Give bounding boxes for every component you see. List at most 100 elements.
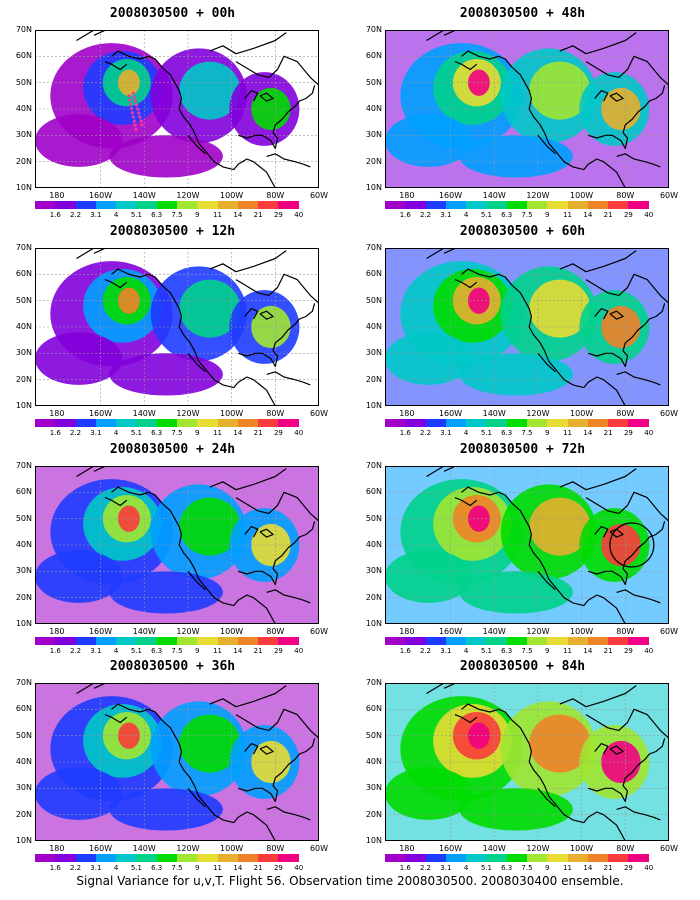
colorbar-label: 1.6	[399, 429, 411, 437]
variance-map	[385, 466, 669, 624]
coastline	[588, 521, 666, 586]
colorbar-swatch	[55, 637, 76, 645]
colorbar-label: 1.6	[49, 864, 61, 872]
colorbar-swatch	[547, 637, 568, 645]
colorbar-label: 4	[463, 211, 469, 219]
longitude-label: 120W	[176, 409, 200, 418]
longitude-label: 160W	[438, 409, 463, 418]
colorbar-swatch	[55, 854, 76, 862]
latitude-label: 30N	[15, 348, 32, 358]
variance-map	[35, 248, 319, 406]
variance-map	[385, 30, 669, 188]
panel-title: 2008030500 + 60h	[459, 224, 586, 239]
latitude-label: 60N	[15, 269, 32, 279]
coastline	[426, 683, 445, 695]
colorbar-swatch	[506, 419, 527, 427]
latitude-label: 50N	[365, 513, 382, 523]
map-panel: 2008030500 + 72h 70N 60N 50N 40N 30N 20N 10N 180…	[350, 436, 695, 655]
colorbar-label: 7.5	[171, 211, 183, 219]
colorbar-swatch	[466, 854, 487, 862]
longitude-label: 80W	[616, 191, 635, 200]
latitude-label: 10N	[15, 183, 32, 192]
observation-point	[137, 111, 141, 115]
longitude-label: 80W	[266, 627, 285, 636]
colorbar-swatch	[526, 637, 548, 645]
longitude-label: 180	[49, 191, 65, 200]
colorbar-label: 1.6	[399, 211, 411, 219]
coastline	[209, 685, 287, 708]
colorbar-label: 6.3	[151, 864, 163, 872]
variance-contour	[109, 788, 223, 831]
coastline	[588, 85, 666, 150]
colorbar-label: 21	[253, 864, 263, 872]
colorbar-label: 14	[233, 211, 243, 219]
latitude-label: 60N	[15, 487, 32, 497]
latitude-label: 30N	[365, 783, 382, 793]
latitude-label: 20N	[365, 374, 382, 384]
coastline	[104, 497, 128, 507]
colorbar	[35, 201, 319, 209]
colorbar-swatch	[298, 854, 319, 862]
latitude-label: 70N	[15, 461, 32, 470]
variance-contour	[35, 767, 123, 820]
coastline	[426, 466, 445, 478]
variance-contour	[35, 550, 123, 603]
latitude-label: 20N	[365, 156, 382, 166]
colorbar-swatch	[298, 637, 319, 645]
colorbar-label: 5.1	[480, 864, 492, 872]
colorbar-swatch	[567, 637, 588, 645]
coastline	[187, 134, 206, 155]
colorbar-label: 21	[603, 429, 613, 437]
coastline	[259, 310, 274, 320]
latitude-label: 30N	[15, 130, 32, 140]
map-canvas	[35, 466, 319, 624]
colorbar-swatch	[526, 854, 548, 862]
colorbar-swatch	[258, 201, 279, 209]
colorbar-swatch	[486, 637, 507, 645]
colorbar-swatch	[547, 854, 568, 862]
colorbar-swatch	[526, 419, 548, 427]
longitude-label: 140W	[482, 627, 506, 636]
colorbar-swatch	[217, 419, 238, 427]
longitude-label: 160W	[88, 627, 113, 636]
latitude-label: 60N	[15, 704, 32, 714]
colorbar-label: 14	[233, 864, 243, 872]
coastline	[238, 303, 316, 368]
colorbar-label: 14	[233, 647, 243, 655]
colorbar-label: 3.1	[90, 211, 102, 219]
longitude-label: 100W	[570, 844, 594, 853]
colorbar-swatch	[567, 854, 588, 862]
colorbar-swatch	[547, 419, 568, 427]
figure-caption: Signal Variance for u,v,T. Flight 56. Ob…	[76, 874, 624, 888]
coastline	[609, 745, 624, 755]
variance-contour	[529, 714, 591, 773]
colorbar-swatch	[35, 419, 56, 427]
target-region-circle	[609, 522, 655, 568]
latitude-label: 40N	[15, 757, 32, 766]
longitude-label: 180	[399, 409, 415, 418]
colorbar-label: 1.6	[399, 647, 411, 655]
colorbar-label: 5.1	[130, 429, 142, 437]
coastline	[454, 61, 478, 71]
colorbar-label: 11	[563, 647, 573, 655]
colorbar-label: 3.1	[440, 211, 452, 219]
coastline	[537, 787, 556, 808]
map-canvas	[385, 30, 669, 188]
longitude-label: 160W	[438, 844, 463, 853]
longitude-label: 100W	[570, 409, 594, 418]
colorbar-swatch	[136, 637, 157, 645]
longitude-label: 60W	[659, 409, 679, 418]
colorbar-label: 1.6	[49, 647, 61, 655]
variance-contour	[529, 497, 591, 556]
colorbar-label: 6.3	[151, 211, 163, 219]
variance-contour	[385, 550, 473, 603]
colorbar-label: 7.5	[521, 211, 533, 219]
colorbar-swatch	[237, 201, 259, 209]
coastline	[238, 521, 316, 586]
coastline	[609, 310, 624, 320]
observation-point	[133, 99, 138, 103]
colorbar-swatch	[486, 419, 507, 427]
longitude-label: 80W	[616, 627, 635, 636]
coastline	[111, 50, 276, 188]
colorbar-swatch	[587, 637, 609, 645]
